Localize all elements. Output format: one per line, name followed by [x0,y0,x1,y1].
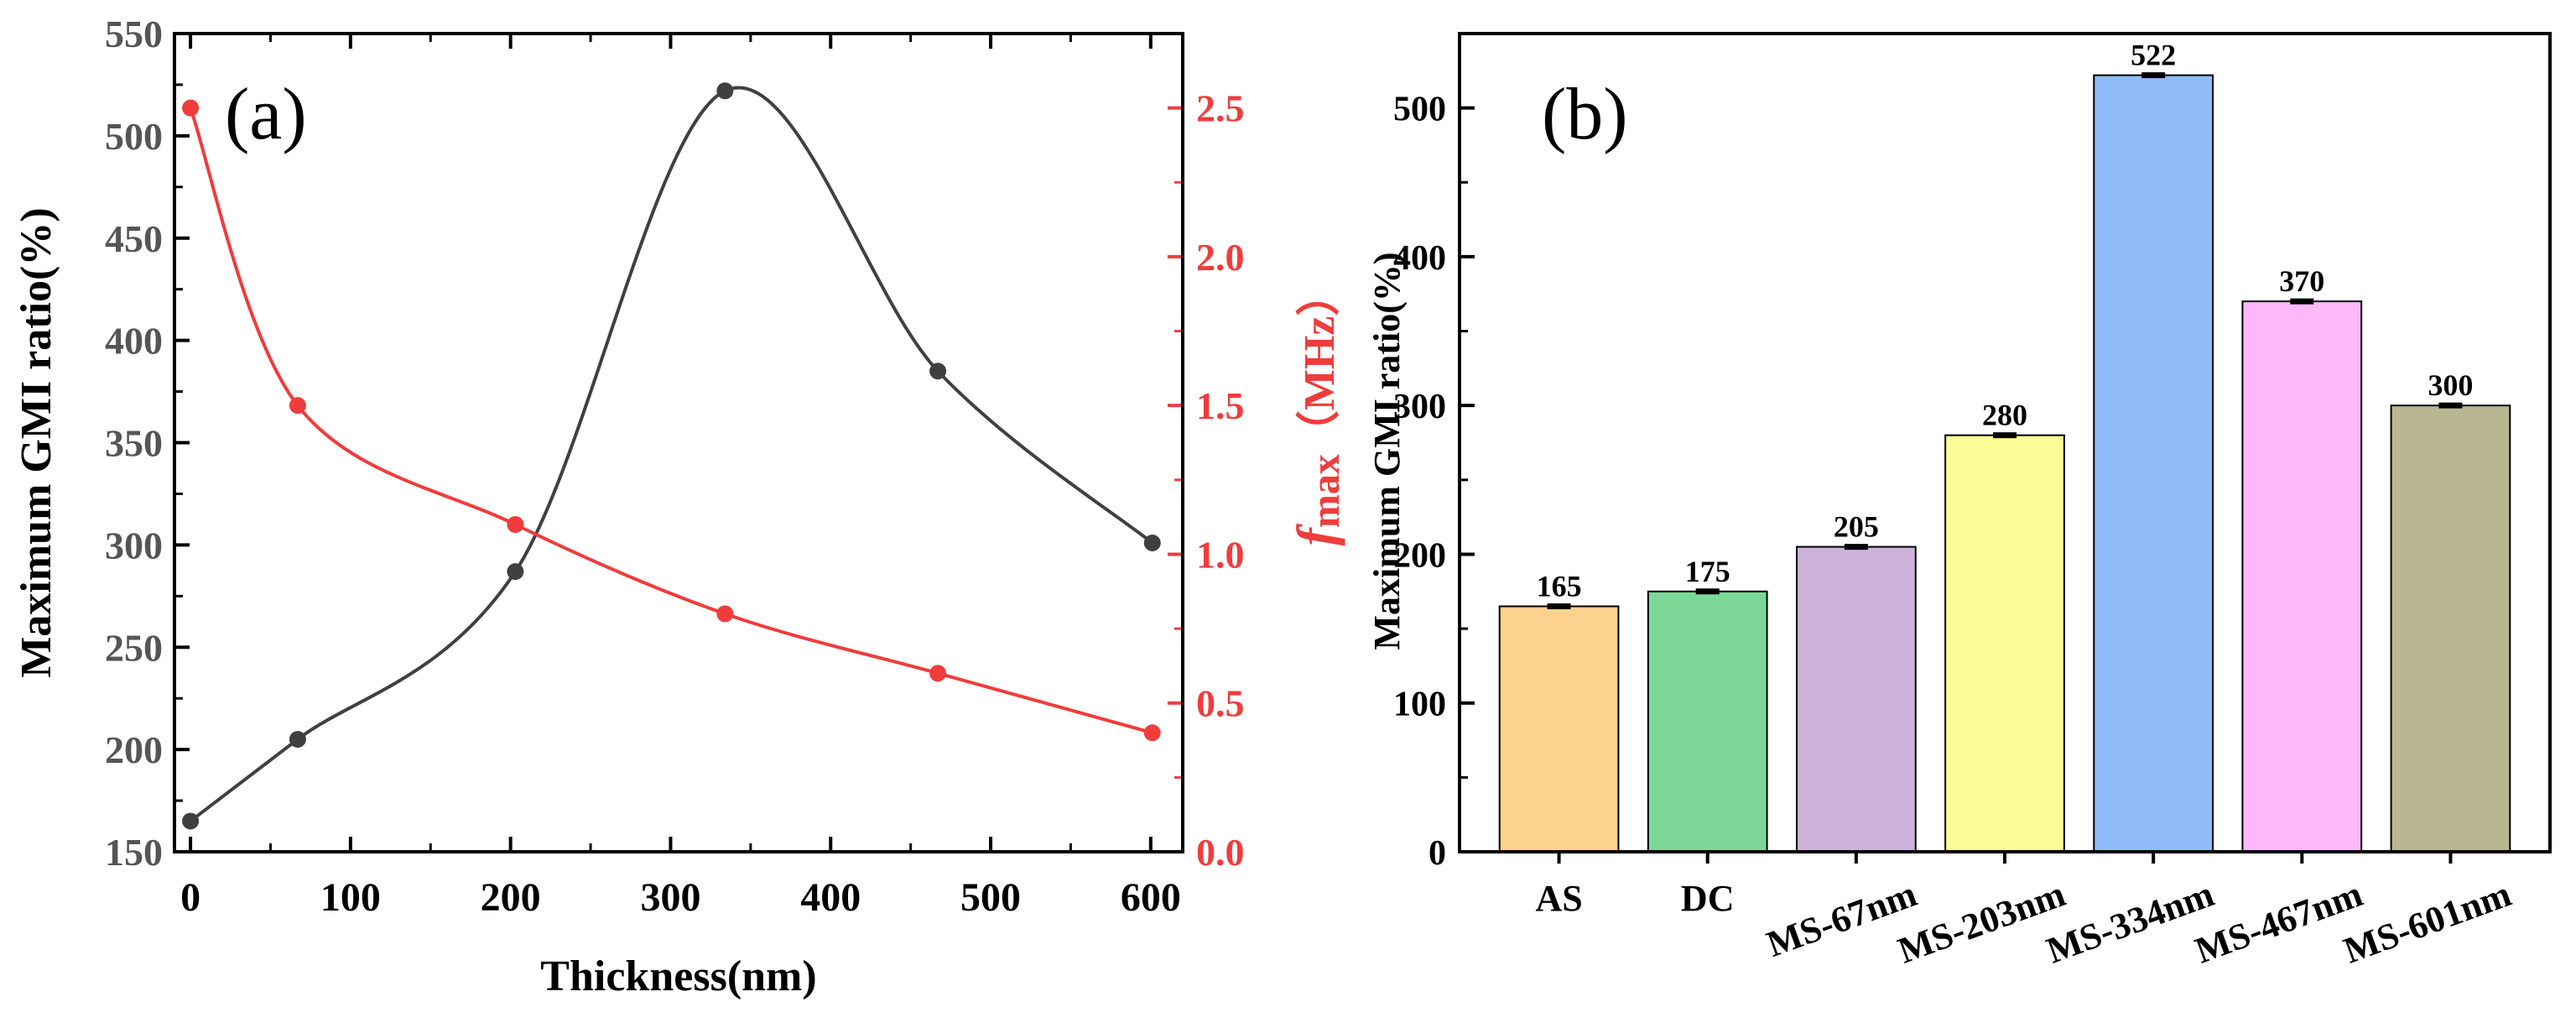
x-tick-label: MS-601nm [2339,873,2516,971]
data-label: 522 [2131,39,2176,72]
y-axis-title-left: Maximum GMI ratio(%) [13,207,60,677]
data-point-fmax [182,99,200,117]
y-tick-label: 550 [105,13,163,55]
bar-as [1498,605,1620,853]
bar-ms-67nm [1796,545,1917,853]
y2-tick-label: 1.5 [1196,384,1245,427]
y-tick-label: 500 [105,115,163,158]
y2-title-sub: max [1304,454,1348,528]
x-tick-label: 100 [320,875,381,920]
x-tick-label: 200 [481,875,541,920]
panel-b: 0 100 200 300 400 500 AS DC MS-67nmMS-203nmMS-33… [1366,32,2552,971]
data-point-gmi [929,363,947,380]
x-tick-label: DC [1681,878,1735,919]
y2-tick-label: 0.0 [1196,831,1245,874]
y2-tick-label: 2.0 [1196,236,1245,279]
y2-tick-label: 2.5 [1196,87,1245,130]
panel-a-frame [173,32,1184,853]
x-tick-label: 500 [960,875,1021,920]
x-tick-label: 600 [1121,875,1181,920]
data-point-fmax [507,516,524,533]
data-label: 205 [1834,510,1879,544]
data-point-fmax [929,665,947,682]
bar-ms-467nm [2241,300,2363,853]
y-tick-label: 200 [1393,536,1446,575]
data-point-gmi [716,82,734,100]
y-tick-label: 400 [105,320,163,363]
x-tick-label: MS-467nm [2190,873,2368,971]
panel-a-label: (a) [225,74,307,155]
y-tick-label: 200 [105,728,163,771]
y2-title-unit: （MHz） [1295,273,1344,455]
data-point-fmax [716,605,734,623]
x-tick-label: MS-67nm [1762,873,1922,965]
y-tick-label: 350 [105,422,163,465]
data-label: 175 [1685,555,1730,588]
x-tick-label: MS-203nm [1892,873,2070,971]
panel-a: 0 100 200 300 400 500 600 150 200 250 300 350 400 450… [13,13,1348,1000]
x-tick-label: AS [1535,878,1582,919]
series-line-gmi [189,86,1153,823]
data-point-gmi [1143,534,1161,551]
data-point-fmax [289,397,306,415]
y-axis-title-bar: Maximum GMI ratio(%) [1366,252,1408,650]
data-point-gmi [507,563,524,581]
y2-tick-label: 1.0 [1196,533,1245,576]
x-tick-label: 0 [180,875,200,920]
data-label: 300 [2428,368,2473,402]
y2-tick-label: 0.5 [1196,682,1245,725]
y-axis-title-right: fmax（MHz） [1286,273,1348,546]
bar-ms-601nm [2390,405,2511,853]
data-point-gmi [289,730,306,748]
bar-ms-203nm [1944,434,2065,853]
y-tick-label: 400 [1393,239,1446,278]
series-line-fmax [189,107,1153,735]
panel-a-series [182,82,1161,830]
bar-dc [1647,590,1768,853]
data-point-gmi [182,812,200,830]
panel-b-label: (b) [1542,74,1628,155]
data-point-fmax [1143,724,1161,742]
y-tick-label: 150 [105,831,163,874]
y-tick-label: 250 [105,626,163,669]
data-label: 165 [1537,570,1582,603]
panel-a-ticks: 0 100 200 300 400 500 600 150 200 250 300 350 400 450… [105,13,1245,920]
x-tick-label: 300 [640,875,700,920]
x-tick-label: 400 [800,875,861,920]
y-tick-label: 300 [105,524,163,566]
y-tick-label: 0 [1429,834,1446,873]
bar-ms-334nm [2093,74,2214,853]
y-tick-label: 300 [1393,388,1446,426]
panel-b-bars: 165 175 205 280 522 370 300 [1498,39,2511,853]
x-tick-label: MS-334nm [2042,873,2220,971]
y-tick-label: 500 [1393,91,1446,129]
y-tick-label: 100 [1393,686,1446,724]
data-label: 370 [2279,264,2324,298]
y-tick-label: 450 [105,217,163,260]
panel-b-frame [1458,32,2552,853]
x-axis-title: Thickness(nm) [540,953,816,1000]
data-label: 280 [1982,399,2027,432]
